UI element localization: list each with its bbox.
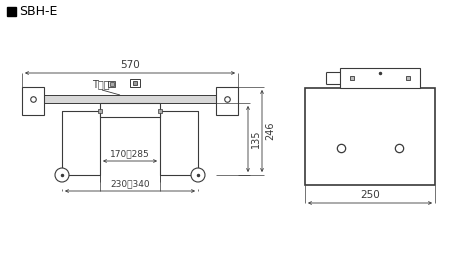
Bar [100, 103, 160, 117]
Text: 570: 570 [120, 60, 140, 70]
Text: 135: 135 [251, 130, 260, 148]
Text: 230〜340: 230〜340 [110, 179, 150, 188]
Text: Tバー: Tバー [92, 79, 109, 89]
Bar [22, 87, 44, 115]
Bar [7, 7, 16, 16]
Circle shape [55, 168, 69, 182]
Bar [44, 95, 216, 103]
Bar [216, 87, 237, 115]
Bar [108, 81, 115, 87]
Circle shape [190, 168, 205, 182]
Text: 170〜285: 170〜285 [110, 149, 150, 158]
Bar [160, 111, 197, 175]
Bar [304, 88, 434, 185]
Bar [130, 79, 140, 87]
Bar [339, 68, 419, 88]
Text: 246: 246 [264, 122, 274, 140]
Text: SBH-E: SBH-E [19, 5, 57, 18]
Bar [62, 111, 100, 175]
Text: 250: 250 [359, 190, 379, 200]
